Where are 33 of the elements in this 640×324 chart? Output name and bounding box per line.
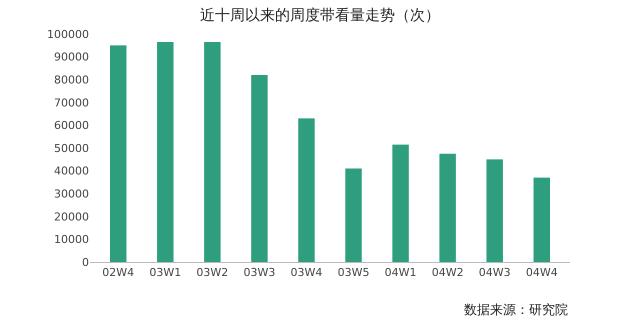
x-tick-label: 04W4 xyxy=(526,266,558,280)
y-tick-label: 100000 xyxy=(47,28,89,41)
bar xyxy=(298,118,315,262)
chart-title: 近十周以来的周度带看量走势（次） xyxy=(200,6,440,24)
y-tick-label: 0 xyxy=(82,256,89,269)
source-note: 数据来源：研究院 xyxy=(464,303,568,318)
x-tick-label: 04W2 xyxy=(432,266,464,280)
y-tick-label: 40000 xyxy=(54,164,89,178)
x-tick-label: 03W2 xyxy=(196,266,228,280)
x-tick-label: 03W1 xyxy=(149,266,182,280)
bar xyxy=(534,178,550,262)
bar xyxy=(345,168,362,262)
y-tick-label: 10000 xyxy=(54,233,89,246)
bar xyxy=(439,154,456,262)
x-tick-label: 03W4 xyxy=(290,266,322,280)
y-tick-label: 70000 xyxy=(54,96,89,110)
y-tick-label: 90000 xyxy=(54,50,89,64)
y-tick-label: 50000 xyxy=(54,142,89,155)
bar xyxy=(204,42,221,262)
y-tick-label: 60000 xyxy=(54,119,89,132)
x-tick-label: 03W3 xyxy=(243,266,276,280)
y-tick-label: 80000 xyxy=(54,73,89,86)
y-tick-label: 20000 xyxy=(54,210,89,224)
bar xyxy=(251,75,268,262)
x-tick-label: 04W3 xyxy=(478,266,511,280)
x-tick-label: 04W1 xyxy=(384,266,417,280)
bar xyxy=(110,45,126,262)
x-tick-label: 03W5 xyxy=(338,266,370,280)
bar xyxy=(392,144,409,262)
bar xyxy=(486,159,503,262)
x-tick-label: 02W4 xyxy=(102,266,134,280)
y-tick-label: 30000 xyxy=(54,187,89,200)
bar xyxy=(157,42,174,262)
